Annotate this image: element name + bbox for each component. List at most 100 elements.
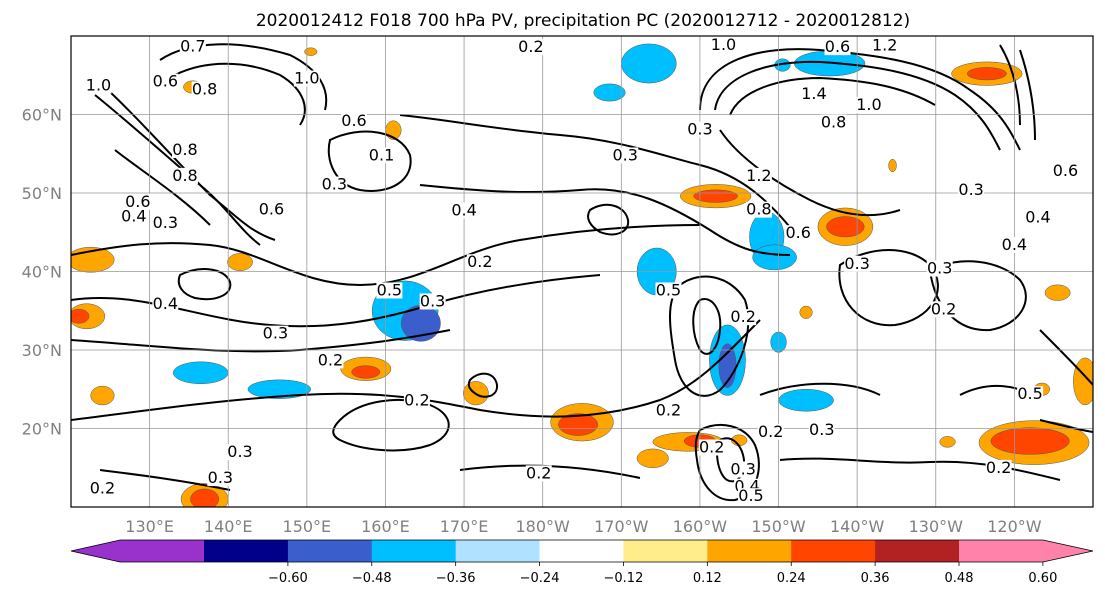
precip-patch (90, 385, 115, 406)
contour-label: 1.0 (856, 95, 881, 114)
precip-patch (247, 379, 312, 399)
precip-patch (190, 488, 220, 507)
colorbar-tick-label: 0.60 (1028, 571, 1057, 586)
contour-label-gap (152, 73, 179, 90)
contour-label-gap (207, 470, 234, 487)
precip-patch (227, 253, 253, 271)
contour-label-gap (262, 325, 289, 342)
map-frame (70, 35, 1094, 508)
longitude-tick-label: 160°E (361, 517, 410, 536)
contour-label-gap (227, 444, 254, 461)
precip-patch (621, 43, 677, 84)
contour-label-gap (745, 201, 772, 218)
contour-label: 1.0 (86, 76, 111, 95)
contour-label-gap (293, 70, 320, 87)
contour-label-gap (258, 201, 285, 218)
contour-label: 0.6 (125, 192, 150, 211)
precip-patch (593, 83, 626, 102)
contour-label-gap (317, 352, 344, 369)
contour-label-gap (808, 422, 835, 439)
pv-contour-line (332, 399, 450, 452)
pv-contour-line (114, 149, 211, 226)
pv-contour-line (694, 424, 760, 502)
contour-label: 0.4 (1025, 207, 1050, 226)
contour-label: 0.3 (844, 254, 869, 273)
latitude-tick-label: 60°N (22, 106, 62, 125)
pv-contour-line (1019, 49, 1036, 141)
contour-label: 1.4 (801, 84, 826, 103)
pv-contour-line (71, 224, 701, 287)
pv-contour-line (669, 275, 750, 397)
contour-label-gap (686, 121, 713, 138)
contour-label-gap (738, 488, 765, 505)
contour-label-gap (655, 402, 682, 419)
contour-label-gap (517, 39, 544, 56)
precip-patch (939, 436, 956, 448)
contour-label-gap (89, 480, 116, 497)
longitude-tick-label: 120°W (987, 517, 1042, 536)
pv-contour-line (699, 48, 1021, 151)
contour-label: 0.4 (1002, 235, 1027, 254)
contour-label: 0.4 (153, 294, 178, 313)
contour-label: 0.6 (1053, 161, 1078, 180)
colorbar-segment (623, 540, 708, 562)
latitude-tick-label: 20°N (22, 420, 62, 439)
pv-contour-line (759, 382, 881, 396)
contour-label-gap (191, 81, 218, 98)
contour-label: 0.8 (172, 140, 197, 159)
contour-label-gap (1052, 163, 1079, 180)
colorbar-tick-label: 0.24 (777, 571, 806, 586)
contour-label-gap (1001, 236, 1028, 253)
contour-label-gap (820, 114, 847, 131)
contour-label: 0.6 (341, 111, 366, 130)
contour-label: 0.3 (420, 291, 445, 310)
pv-contour-line (109, 91, 276, 241)
contour-label: 0.6 (785, 223, 810, 242)
contour-label-gap (85, 77, 112, 94)
contour-label-gap (926, 260, 953, 277)
colorbar-segment (371, 540, 457, 562)
pv-contour-line (174, 62, 306, 126)
longitude-tick-label: 170°E (440, 517, 489, 536)
latitude-tick-labels: 20°N 30°N 40°N 50°N 60°N (22, 106, 62, 439)
contour-label-gap (710, 36, 737, 53)
longitude-tick-label: 130°E (125, 517, 174, 536)
contour-label: 0.2 (730, 307, 755, 326)
colorbar-extend-low (71, 540, 204, 562)
pv-contour-line (714, 60, 1001, 151)
contour-label: 0.4 (451, 200, 476, 219)
precip-patch (826, 216, 865, 238)
contour-label: 0.5 (377, 280, 402, 299)
pv-contour-line (419, 184, 791, 256)
contour-label-gap (152, 214, 179, 231)
contour-label: 0.7 (180, 36, 205, 55)
precip-patch (966, 67, 1007, 81)
contour-label: 0.6 (259, 200, 284, 219)
contour-label: 1.0 (294, 69, 319, 88)
contour-label: 0.2 (467, 252, 492, 271)
contour-label: 1.2 (746, 166, 771, 185)
pv-contour-line (1039, 419, 1093, 433)
contour-label: 0.3 (208, 468, 233, 487)
contour-label-gap (871, 37, 898, 54)
contour-label: 0.3 (322, 175, 347, 194)
precip-patch (888, 158, 897, 173)
precip-patch (990, 427, 1070, 455)
contour-label: 0.3 (227, 442, 252, 461)
contour-label-gap (466, 254, 493, 271)
pv-contour-line (719, 129, 901, 217)
precip-patch (1044, 284, 1071, 301)
colorbar-tick-label: −0.12 (604, 571, 644, 586)
pv-contour-line (779, 457, 1061, 481)
contour-label-gap (655, 282, 682, 299)
colorbar-segment (875, 540, 960, 562)
precip-patch (71, 308, 90, 324)
contour-label: 0.2 (699, 437, 724, 456)
contour-label: 0.8 (192, 80, 217, 99)
pv-contour-line (729, 76, 936, 116)
precip-patch (636, 448, 669, 468)
contour-label-gap (451, 202, 478, 219)
contour-label-gap (403, 392, 430, 409)
colorbar-tick-label: 0.12 (693, 571, 722, 586)
pv-contour-line (716, 437, 746, 483)
